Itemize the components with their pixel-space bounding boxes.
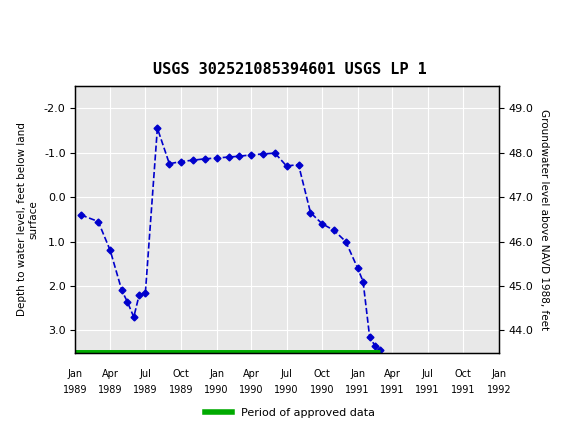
Text: 1991: 1991 (415, 384, 440, 395)
Text: Jan: Jan (68, 369, 83, 378)
Text: Oct: Oct (172, 369, 190, 378)
Text: 1992: 1992 (487, 384, 511, 395)
Text: 1990: 1990 (239, 384, 263, 395)
Text: Apr: Apr (243, 369, 260, 378)
Text: Jan: Jan (491, 369, 506, 378)
Text: Jan: Jan (209, 369, 224, 378)
Text: Apr: Apr (102, 369, 119, 378)
Text: Jul: Jul (281, 369, 292, 378)
Y-axis label: Groundwater level above NAVD 1988, feet: Groundwater level above NAVD 1988, feet (539, 109, 549, 330)
Legend: Period of approved data: Period of approved data (200, 403, 380, 423)
Text: Jul: Jul (139, 369, 151, 378)
Text: 1989: 1989 (169, 384, 193, 395)
Text: Oct: Oct (314, 369, 331, 378)
Text: 1991: 1991 (451, 384, 476, 395)
Text: Apr: Apr (384, 369, 401, 378)
Text: 1989: 1989 (98, 384, 122, 395)
Text: 1989: 1989 (133, 384, 158, 395)
Text: 1991: 1991 (380, 384, 405, 395)
Text: 1989: 1989 (63, 384, 88, 395)
Text: 1990: 1990 (310, 384, 334, 395)
Text: 1990: 1990 (274, 384, 299, 395)
Text: ≡USGS: ≡USGS (6, 16, 64, 35)
Text: 1991: 1991 (346, 384, 370, 395)
Y-axis label: Depth to water level, feet below land
surface: Depth to water level, feet below land su… (17, 123, 38, 316)
Text: Jul: Jul (422, 369, 434, 378)
Text: Jan: Jan (350, 369, 365, 378)
Text: 1990: 1990 (204, 384, 229, 395)
Text: USGS 302521085394601 USGS LP 1: USGS 302521085394601 USGS LP 1 (153, 62, 427, 77)
Text: Oct: Oct (455, 369, 472, 378)
